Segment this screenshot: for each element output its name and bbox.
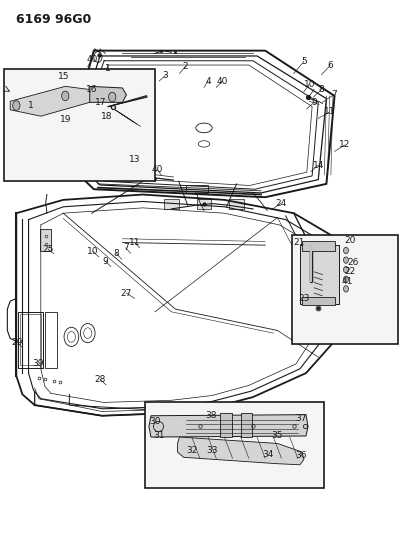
Text: 17: 17 (95, 98, 107, 107)
Polygon shape (177, 437, 304, 465)
Text: 39: 39 (32, 359, 43, 368)
Polygon shape (300, 245, 339, 304)
Text: 36: 36 (295, 451, 307, 460)
Text: 7: 7 (331, 91, 337, 99)
Bar (145, 402, 324, 488)
Text: 6: 6 (328, 61, 333, 69)
Circle shape (62, 91, 69, 101)
Text: 2: 2 (183, 62, 188, 70)
Text: 15: 15 (58, 72, 69, 81)
Text: 9: 9 (102, 257, 108, 265)
Text: 33: 33 (206, 446, 218, 455)
Bar (186, 185, 208, 193)
Text: 11: 11 (129, 238, 140, 247)
Text: 20: 20 (344, 237, 356, 245)
Polygon shape (241, 413, 252, 437)
Text: 31: 31 (153, 432, 165, 440)
Text: 40: 40 (86, 55, 98, 64)
Text: 24: 24 (275, 199, 286, 208)
Bar (45, 312, 57, 368)
Bar (292, 235, 398, 344)
Polygon shape (10, 86, 102, 116)
Text: 7: 7 (123, 244, 129, 252)
Bar (40, 229, 51, 251)
Polygon shape (149, 415, 308, 437)
Text: 13: 13 (129, 156, 140, 164)
Text: 1: 1 (105, 64, 111, 72)
Text: 34: 34 (263, 450, 274, 458)
Text: 30: 30 (149, 417, 161, 425)
Polygon shape (90, 86, 126, 102)
Text: 22: 22 (344, 268, 356, 276)
Text: 6169 96G0: 6169 96G0 (16, 13, 91, 26)
Bar (164, 199, 179, 209)
Text: 9: 9 (311, 98, 317, 107)
Bar (302, 297, 335, 305)
Text: 28: 28 (94, 375, 106, 384)
Text: 23: 23 (298, 294, 310, 303)
Text: 26: 26 (347, 258, 359, 266)
Text: 37: 37 (295, 414, 307, 423)
Text: 4: 4 (205, 77, 211, 85)
Bar (197, 199, 211, 209)
Text: 12: 12 (339, 141, 350, 149)
Text: 41: 41 (342, 277, 353, 286)
Text: 8: 8 (319, 85, 324, 94)
Bar (229, 199, 244, 209)
Text: 5: 5 (301, 57, 307, 66)
Text: 16: 16 (86, 85, 98, 94)
Text: 40: 40 (217, 77, 228, 85)
Text: 19: 19 (60, 116, 71, 124)
Circle shape (344, 247, 348, 254)
Circle shape (344, 266, 348, 273)
Text: 21: 21 (293, 238, 304, 247)
Text: 38: 38 (206, 411, 217, 420)
Text: 25: 25 (42, 245, 54, 254)
Text: 11: 11 (324, 108, 335, 116)
Circle shape (344, 276, 348, 282)
Bar (4, 69, 155, 181)
Text: 18: 18 (101, 112, 113, 120)
Circle shape (344, 286, 348, 292)
Text: 10: 10 (87, 247, 99, 256)
Text: 14: 14 (313, 161, 324, 169)
Text: 3: 3 (162, 71, 168, 80)
Text: 35: 35 (271, 432, 282, 440)
Circle shape (344, 257, 348, 263)
Text: 8: 8 (113, 249, 119, 258)
Circle shape (109, 92, 116, 102)
Text: 32: 32 (186, 446, 197, 455)
Bar (20, 314, 41, 365)
Circle shape (13, 101, 20, 110)
Text: 1: 1 (28, 101, 33, 110)
Bar (18, 312, 43, 368)
Bar (302, 241, 335, 251)
Text: 27: 27 (121, 289, 132, 297)
Polygon shape (220, 413, 232, 437)
Text: 29: 29 (11, 338, 23, 346)
Text: 10: 10 (304, 80, 315, 88)
Text: 40: 40 (151, 165, 163, 174)
